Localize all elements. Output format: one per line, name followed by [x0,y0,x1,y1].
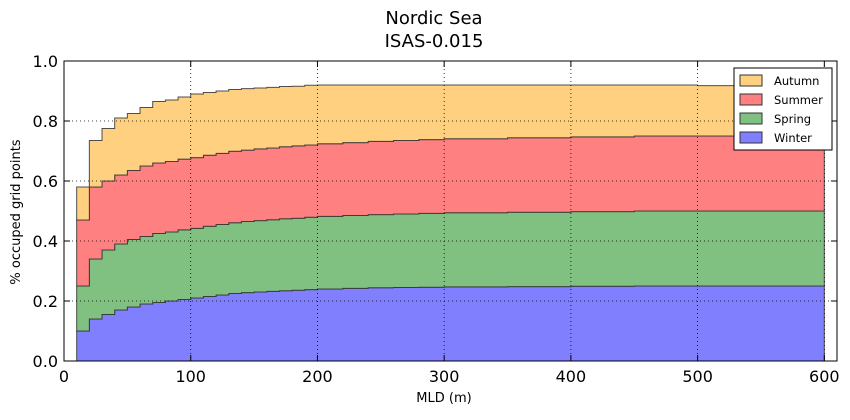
y-axis-label: % occuped grid points [9,139,24,284]
chart-title-line-1: Nordic Sea [385,8,482,29]
legend-swatch-summer [739,93,763,106]
x-tick-label: 200 [302,367,333,386]
legend: Autumn Summer Spring Winter [733,67,833,151]
plot-frame [63,60,838,362]
chart-title-line-2: ISAS-0.015 [385,31,484,52]
x-tick-label: 600 [809,367,840,386]
legend-swatch-winter [739,131,763,144]
y-tick-label: 0.6 [33,172,58,191]
y-tick-label: 0.8 [33,112,58,131]
x-tick-label: 400 [556,367,587,386]
x-tick-label: 500 [682,367,713,386]
area-autumn [76,84,825,221]
y-tick-label: 0.2 [33,292,58,311]
legend-label-autumn: Autumn [774,74,819,88]
x-tick-label: 300 [429,367,460,386]
y-tick-label: 0.0 [33,352,58,371]
y-tick-label: 1.0 [33,52,58,71]
x-axis-ticks: 0 100 200 300 400 500 600 [59,61,840,386]
chart-title-group: Nordic Sea ISAS-0.015 [385,8,484,52]
grid-lines [64,61,837,361]
legend-swatch-spring [739,112,763,125]
legend-label-spring: Spring [774,112,811,126]
x-axis-label: MLD (m) [416,391,471,406]
series-areas [76,84,825,362]
y-tick-label: 0.4 [33,232,58,251]
legend-label-summer: Summer [774,93,823,107]
y-axis-ticks: 0.0 0.2 0.4 0.6 0.8 1.0 [33,52,837,371]
x-tick-label: 100 [175,367,206,386]
legend-swatch-autumn [739,74,763,87]
legend-label-winter: Winter [774,131,812,145]
x-tick-label: 0 [59,367,69,386]
